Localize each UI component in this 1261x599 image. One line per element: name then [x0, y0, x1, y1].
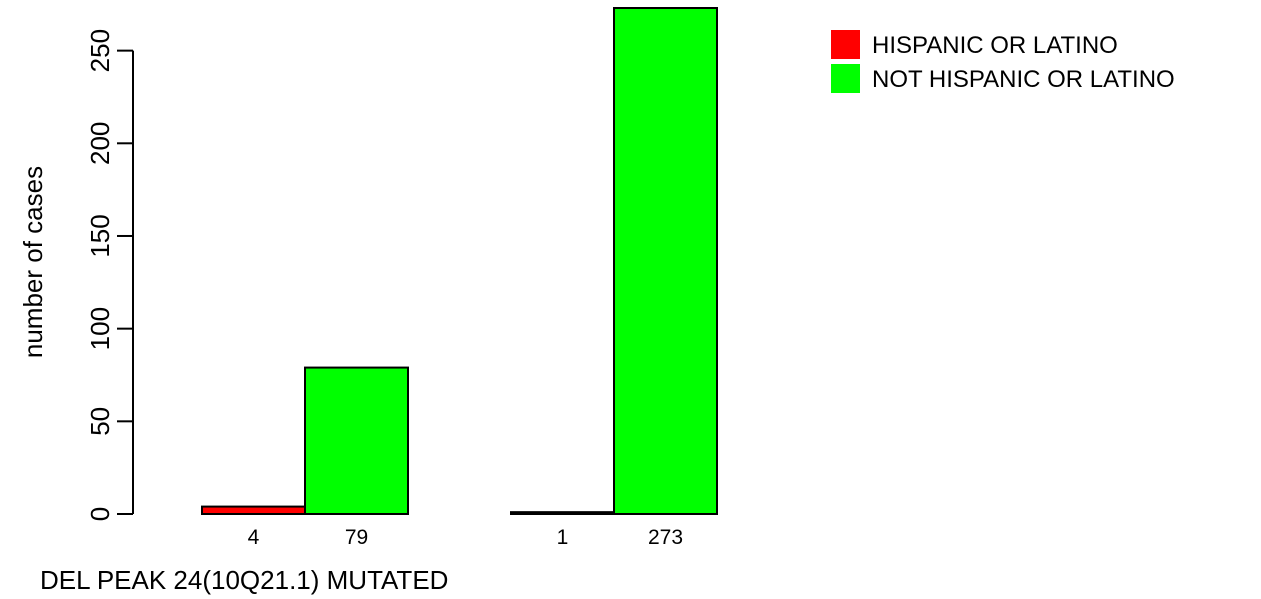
y-tick-label: 150 [85, 214, 115, 257]
y-tick-label: 50 [85, 407, 115, 436]
legend-swatch [831, 30, 860, 59]
bar-value-labels: 4 79 1 273 [248, 526, 683, 549]
y-axis: 0 50 100 150 200 250 [85, 29, 134, 521]
bar [510, 511, 615, 516]
bar [201, 505, 306, 516]
bar-value-label: 79 [345, 526, 368, 549]
x-axis-label: DEL PEAK 24(10Q21.1) MUTATED [40, 565, 448, 595]
bar [304, 366, 409, 516]
y-axis-label: number of cases [18, 166, 48, 358]
legend-label: NOT HISPANIC OR LATINO [872, 66, 1175, 93]
bar-value-label: 1 [557, 526, 569, 549]
y-tick-label: 100 [85, 307, 115, 350]
bar-value-label: 4 [248, 526, 260, 549]
bars [201, 7, 718, 516]
bar-value-label: 273 [648, 526, 683, 549]
legend-label: HISPANIC OR LATINO [872, 32, 1118, 59]
y-tick-label: 250 [85, 29, 115, 72]
legend-swatch [831, 64, 860, 93]
legend: HISPANIC OR LATINO NOT HISPANIC OR LATINO [831, 30, 1175, 93]
y-tick-label: 0 [85, 507, 115, 521]
y-tick-label: 200 [85, 122, 115, 165]
bar [613, 7, 718, 515]
